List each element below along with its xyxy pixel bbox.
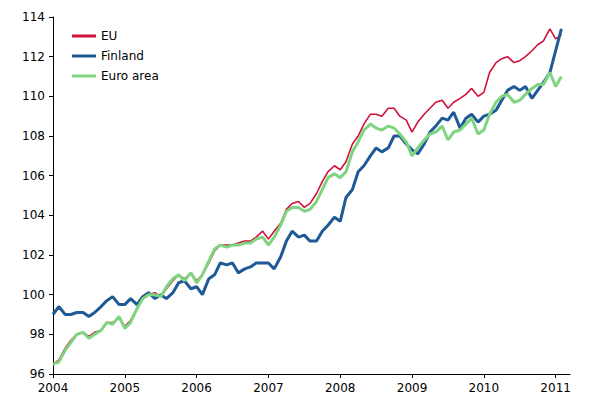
svg-text:2009: 2009 (397, 381, 428, 395)
svg-text:110: 110 (22, 89, 45, 103)
svg-text:2008: 2008 (325, 381, 356, 395)
svg-text:Euro area: Euro area (101, 69, 159, 83)
svg-text:104: 104 (22, 208, 45, 222)
svg-text:106: 106 (22, 169, 45, 183)
svg-text:2006: 2006 (181, 381, 212, 395)
svg-text:102: 102 (22, 248, 45, 262)
svg-text:100: 100 (22, 288, 45, 302)
svg-text:112: 112 (22, 50, 45, 64)
svg-text:2011: 2011 (540, 381, 571, 395)
svg-text:114: 114 (22, 10, 45, 24)
svg-text:2010: 2010 (469, 381, 500, 395)
svg-text:2005: 2005 (110, 381, 141, 395)
svg-text:EU: EU (101, 29, 117, 43)
svg-text:2004: 2004 (38, 381, 69, 395)
svg-text:Finland: Finland (101, 49, 144, 63)
svg-text:108: 108 (22, 129, 45, 143)
svg-text:98: 98 (30, 327, 45, 341)
svg-text:2007: 2007 (253, 381, 284, 395)
svg-text:96: 96 (30, 367, 45, 381)
